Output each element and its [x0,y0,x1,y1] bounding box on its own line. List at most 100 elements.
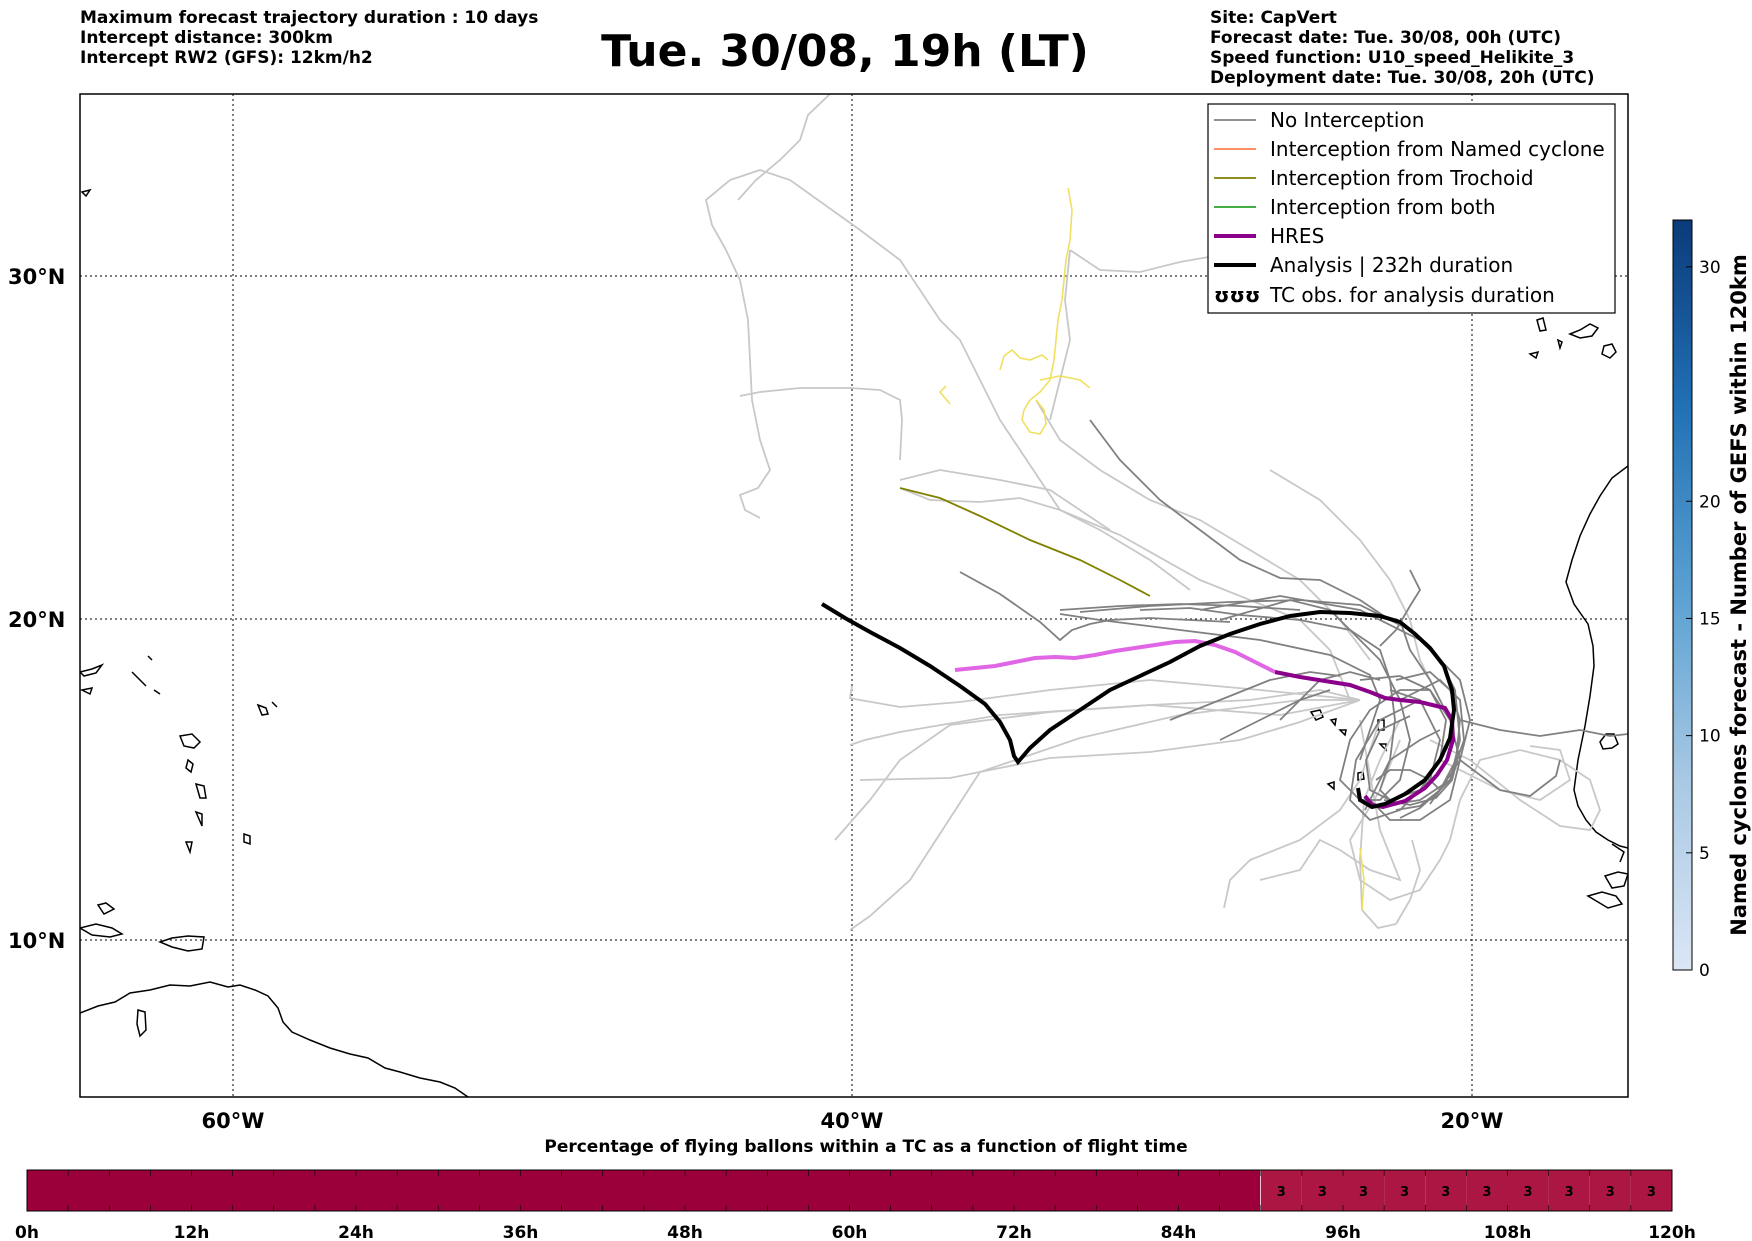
coast-guadeloupe [178,733,202,749]
coast-island-b [80,923,124,938]
trajectory [1169,671,1341,721]
coast-island-a [96,902,116,915]
colorbar-tick-label: 10 [1699,727,1721,747]
trajectory [704,169,1351,701]
lon-label-20w: 20°W [1441,1109,1504,1133]
yellow-tracks [938,187,1365,911]
coast-canary-1 [1536,317,1547,332]
bar-cell-value: 3 [1400,1185,1409,1200]
bar-cell [1384,1170,1426,1211]
trajectory [1219,599,1461,821]
bar-minor-ticks [67,1170,1632,1211]
legend-box [1207,103,1616,314]
site-text: Site: CapVert [1210,8,1337,28]
bar-cell-value: 3 [1359,1185,1368,1200]
colorbar-tick-label: 20 [1699,492,1721,512]
trajectory [848,679,1361,708]
map-title: Tue. 30/08, 19h (LT) [601,26,1089,77]
coast-bermuda [80,188,92,198]
bar-cell [1301,1170,1343,1211]
lon-label-40w: 40°W [821,1109,884,1133]
trajectory [1379,569,1422,647]
named-cyclones-colorbar: 0 5 10 15 20 30 Named cyclones forecast - Num… [1672,219,1751,981]
hres-track [1274,670,1456,810]
map-frame [79,93,1629,1098]
bar-cell [1630,1170,1672,1211]
colorbar-tick-label: 15 [1699,609,1721,629]
bar-cell [1548,1170,1590,1211]
coast-martinique [194,782,207,799]
trajectory [1049,249,1071,421]
trajectory [1459,719,1628,737]
trajectory [1223,719,1381,909]
colorbar-ticks: 0 5 10 15 20 30 [1686,258,1721,981]
trajectory [899,469,1111,531]
bar-cell [1466,1170,1508,1211]
coast-island-j [147,655,153,661]
map-legend: No Interception Interception from Named … [1207,103,1616,314]
intercept-rw2-text: Intercept RW2 (GFS): 12km/h2 [80,48,373,68]
bar-cell [1425,1170,1467,1211]
colorbar-tick-label: 0 [1699,961,1710,981]
coast-canary-5 [1601,343,1617,359]
coast-capeverde-2 [1329,718,1337,727]
yellow-track [938,385,951,405]
coast-capeverde-6 [1357,771,1365,781]
trajectory [1059,613,1381,761]
coast-island-e [80,687,94,696]
trajectory [1439,745,1572,801]
coast-dominica [185,758,194,774]
colorbar-title: Named cyclones forecast - Number of GEFS… [1727,254,1751,935]
intercept-distance-text: Intercept distance: 300km [80,28,333,48]
bar-tick-label: 72h [996,1223,1032,1241]
lon-label-60w: 60°W [202,1109,265,1133]
coast-canary-2 [1567,323,1600,339]
lat-label-20n: 20°N [8,608,65,632]
bar-tick-label: 36h [503,1223,539,1241]
trajectory [1219,689,1331,741]
coast-guinea [1586,891,1624,909]
coast-south-america [80,981,469,1097]
coast-island-d [80,663,105,677]
legend-label-named-cyclone: Interception from Named cyclone [1270,137,1605,161]
legend-label-tc-obs: TC obs. for analysis duration [1269,283,1555,307]
bar-cell-value: 3 [1647,1185,1656,1200]
bar-cells: 3 3 3 3 3 3 3 3 3 3 [1260,1170,1672,1211]
coast-island-g [256,703,269,716]
legend-label-trochoid: Interception from Trochoid [1270,166,1534,190]
map-content [80,94,1628,1097]
trajectory [1139,607,1396,811]
colorbar-tick-label: 5 [1699,844,1710,864]
yellow-track [1039,375,1091,389]
legend-label-no-interception: No Interception [1270,108,1424,132]
coast-island-c [136,1009,147,1038]
trajectory [739,387,903,461]
analysis-track [820,602,1457,810]
legend-label-hres: HRES [1270,224,1324,248]
bar-cell-value: 3 [1441,1185,1450,1200]
bar-cell-value: 3 [1277,1185,1286,1200]
bar-tick-label: 12h [174,1223,210,1241]
bar-cell-value: 3 [1524,1185,1533,1200]
speed-function-text: Speed function: U10_speed_Helikite_3 [1210,48,1575,68]
trochoid-interception-track [899,487,1151,597]
tc-obs-icon: ʊʊʊ [1214,283,1260,307]
trajectory [1035,399,1371,661]
coast-island-i [153,689,161,695]
bar-cell-value: 3 [1565,1185,1574,1200]
coast-capeverde-3 [1338,729,1347,737]
hres-track-early [954,638,1276,674]
coast-west-africa [1565,465,1628,849]
yellow-track [1021,187,1073,435]
coast-senegal-inlet [1599,733,1619,750]
bar-tick-label: 48h [667,1223,703,1241]
bar-tick-label: 108h [1484,1223,1532,1241]
coast-capeverde-7 [1326,780,1335,791]
lat-label-10n: 10°N [8,929,65,953]
trajectory [1269,469,1431,681]
bar-cell [1507,1170,1549,1211]
colorbar-tick-label: 30 [1699,258,1721,278]
legend-label-both: Interception from both [1270,195,1496,219]
deployment-date-text: Deployment date: Tue. 30/08, 20h (UTC) [1210,68,1595,88]
